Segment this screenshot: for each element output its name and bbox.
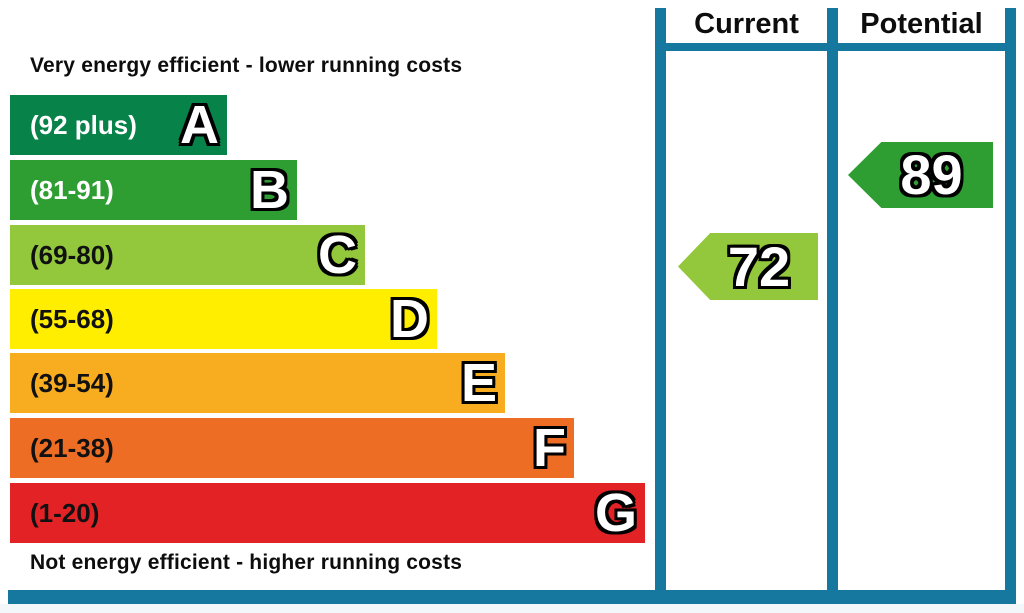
current-rating-value: 72 — [727, 234, 791, 298]
band-c-letter: C — [318, 225, 357, 285]
current-rating-arrow: 72 — [678, 233, 818, 300]
band-e-letter: E — [460, 353, 497, 413]
column-divider-left — [655, 8, 666, 604]
band-f-letter: F — [533, 418, 566, 478]
band-d-letter: D — [390, 289, 429, 349]
band-e: (39-54) E — [10, 353, 505, 413]
band-b: (81-91) B — [10, 160, 297, 220]
column-divider-middle — [827, 8, 838, 604]
band-a-letter: A — [180, 95, 219, 155]
band-c: (69-80) C — [10, 225, 365, 285]
band-d-range-label: (55-68) — [30, 303, 114, 334]
band-b-letter: B — [250, 160, 289, 220]
band-g: (1-20) G — [10, 483, 645, 543]
band-a: (92 plus) A — [10, 95, 227, 155]
top-caption: Very energy efficient - lower running co… — [30, 54, 463, 77]
band-d: (55-68) D — [10, 289, 437, 349]
bottom-border-bar — [8, 590, 1016, 604]
current-column-header: Current — [694, 8, 799, 40]
band-e-range-label: (39-54) — [30, 367, 114, 398]
header-underline — [655, 43, 1016, 51]
band-g-letter: G — [594, 483, 637, 543]
band-b-range-label: (81-91) — [30, 174, 114, 205]
bottom-caption: Not energy efficient - higher running co… — [30, 551, 463, 574]
band-f: (21-38) F — [10, 418, 574, 478]
band-c-range-label: (69-80) — [30, 239, 114, 270]
potential-column-header: Potential — [860, 8, 983, 40]
potential-rating-value: 89 — [900, 143, 963, 206]
band-g-range-label: (1-20) — [30, 497, 100, 528]
column-divider-right — [1005, 8, 1016, 604]
band-a-range-label: (92 plus) — [30, 109, 137, 140]
potential-rating-arrow: 89 — [848, 142, 993, 208]
footer-background-strip — [0, 604, 1024, 613]
band-f-range-label: (21-38) — [30, 432, 114, 463]
